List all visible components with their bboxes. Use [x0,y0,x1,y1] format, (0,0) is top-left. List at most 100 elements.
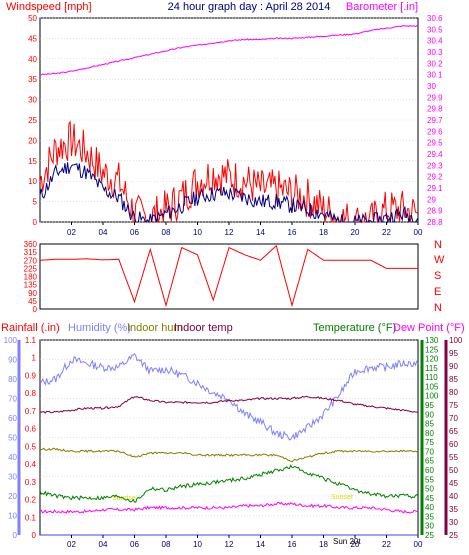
temp-y-tick: 115 [425,364,438,373]
direction-y-tick: 135 [24,281,38,290]
temp-y-tick: 55 [425,475,434,484]
humidity-line [39,353,419,441]
temperature-label: Temperature (°F) [313,322,396,334]
baro-y-tick: 30 [427,82,436,91]
direction-y-tick: 180 [24,273,38,282]
wind-x-tick: 00 [414,228,423,237]
dew-y-tick: 95 [449,349,458,358]
baro-y-tick: 30.2 [427,59,443,68]
humidity-y-tick: 0 [13,531,18,540]
wind-y-tick: 35 [28,75,37,84]
humidity-y-tick: 90 [8,356,17,365]
baro-y-tick: 29.7 [427,116,443,125]
temp-y-tick: 110 [425,373,438,382]
lower-x-tick: 04 [99,540,108,549]
direction-frame [39,243,419,310]
humidity-label: Humidity (%) [68,322,131,334]
baro-y-tick: 29.9 [427,93,443,102]
compass-n-top: N [434,239,442,251]
lower-x-tick: 02 [67,540,76,549]
dew-y-tick: 55 [449,453,458,462]
wind-y-tick: 30 [28,96,37,105]
temp-y-tick: 105 [425,382,439,391]
wind-x-tick: 02 [67,228,76,237]
humidity-y-tick: 80 [8,375,17,384]
wind-x-tick: 20 [351,228,360,237]
indoor-temp-line [39,395,418,414]
dew-y-tick: 85 [449,375,458,384]
wind-x-tick: 06 [130,228,139,237]
rain-y-tick: 0.9 [25,371,37,380]
temp-y-tick: 85 [425,420,434,429]
humidity-y-tick: 70 [8,395,17,404]
temp-y-tick: 60 [425,466,434,475]
x-marker-label: Sun 20t [333,537,361,546]
rain-y-tick: 0.4 [25,460,37,469]
dew-point-line [39,501,419,514]
temperature-line [39,464,419,503]
lower-x-tick: 12 [225,540,234,549]
windspeed-label: Windspeed [mph] [6,1,92,13]
lower-x-tick: 16 [288,540,297,549]
plot-layer: 0510152025303540455028.828.92929.129.229… [4,14,463,549]
wind-y-tick: 45 [28,34,37,43]
temp-y-tick: 50 [425,485,434,494]
rain-y-tick: 1 [32,354,37,363]
baro-y-tick: 29 [427,195,436,204]
compass-s: S [434,270,441,282]
baro-y-tick: 30.3 [427,48,443,57]
humidity-y-tick: 60 [8,414,17,423]
dew-y-tick: 80 [449,388,458,397]
wind-y-tick: 15 [28,157,37,166]
rainfall-label: Rainfall (.in) [1,322,60,334]
baro-y-tick: 29.1 [427,184,443,193]
dew-point-label: Dew Point (°F) [393,322,465,334]
temp-y-tick: 25 [425,531,434,540]
dew-y-tick: 60 [449,440,458,449]
temp-y-tick: 75 [425,438,434,447]
temp-y-tick: 70 [425,447,434,456]
rain-y-tick: 0 [32,531,37,540]
wind-x-tick: 22 [382,228,391,237]
humidity-y-tick: 30 [8,473,17,482]
baro-y-tick: 29.3 [427,161,443,170]
temp-y-tick: 125 [425,345,439,354]
dew-y-tick: 65 [449,427,458,436]
temp-y-tick: 30 [425,522,434,531]
temp-y-tick: 90 [425,410,434,419]
baro-y-tick: 30.5 [427,25,443,34]
graph-title: 24 hour graph day : April 28 2014 [168,1,331,13]
wind-x-tick: 08 [162,228,171,237]
wind-y-tick: 10 [28,177,37,186]
wind-avg-line [39,162,419,224]
humidity-y-tick: 20 [8,492,17,501]
lower-x-tick: 08 [162,540,171,549]
temp-y-tick: 40 [425,503,434,512]
wind-x-tick: 04 [99,228,108,237]
baro-y-tick: 28.9 [427,207,443,216]
rain-y-tick: 0.2 [25,496,37,505]
lower-x-tick: 00 [414,540,423,549]
lower-x-tick: 14 [256,540,265,549]
direction-y-tick: 0 [33,305,38,314]
direction-y-tick: 270 [24,256,38,265]
temp-y-tick: 80 [425,429,434,438]
compass-n-bottom: N [434,302,442,314]
baro-y-tick: 29.6 [427,127,443,136]
wind-y-tick: 40 [28,55,37,64]
temp-y-tick: 65 [425,457,434,466]
wind-y-tick: 50 [28,14,37,23]
dew-y-tick: 25 [449,531,458,540]
rain-y-tick: 0.3 [25,478,37,487]
humidity-y-tick: 10 [8,512,17,521]
temp-y-tick: 100 [425,392,439,401]
dew-y-tick: 90 [449,362,458,371]
temp-y-tick: 95 [425,401,434,410]
dew-y-tick: 35 [449,505,458,514]
wind-x-tick: 18 [319,228,328,237]
baro-y-tick: 29.8 [427,105,443,114]
indoor-temp-label: Indoor temp [174,322,233,334]
temp-y-tick: 45 [425,494,434,503]
wind-y-tick: 0 [33,218,38,227]
